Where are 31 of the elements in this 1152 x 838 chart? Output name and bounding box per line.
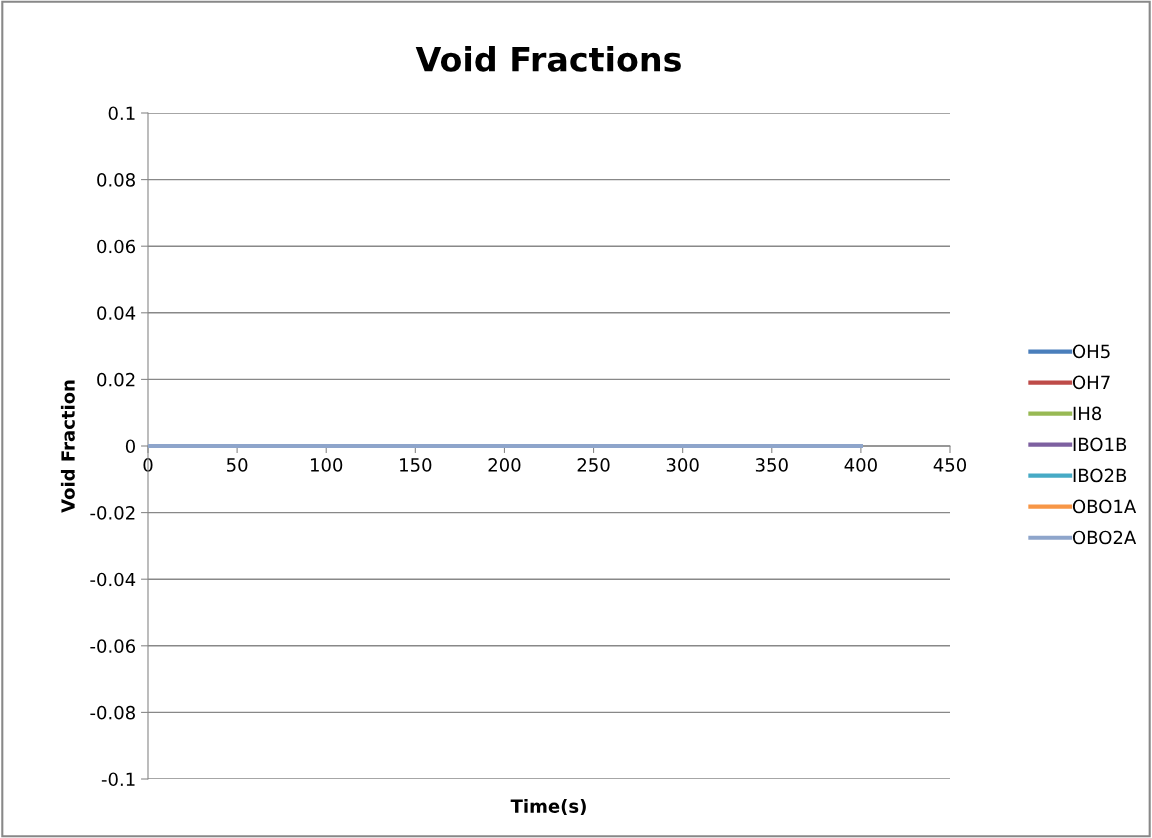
x-tick-label: 250	[577, 458, 610, 472]
y-axis-title: Void Fraction	[60, 380, 75, 513]
x-tick-label: 200	[488, 458, 521, 472]
legend-label: IH8	[1073, 406, 1102, 421]
legend-label: OBO2A	[1072, 530, 1137, 545]
legend-label: OBO1A	[1072, 499, 1137, 514]
y-tick-label: 0	[125, 439, 135, 454]
x-tick-label: 400	[844, 458, 877, 472]
x-tick-label: 100	[310, 458, 343, 472]
x-tick-label: 150	[400, 458, 432, 472]
x-tick-label: 50	[227, 458, 248, 472]
y-tick-label: -0.04	[90, 572, 136, 587]
x-tick-label: 350	[755, 458, 788, 472]
y-tick-label: 0.04	[97, 306, 136, 320]
legend-label: IBO1B	[1073, 437, 1127, 452]
y-tick-label: 0.02	[97, 372, 135, 387]
y-tick-label: -0.02	[90, 506, 135, 520]
y-tick-label: 0.08	[97, 173, 135, 187]
x-tick-label: 0	[143, 458, 153, 472]
chart-title: Void Fractions	[415, 46, 681, 72]
y-tick-label: 0.06	[97, 239, 136, 254]
y-tick-label: -0.08	[90, 705, 135, 720]
x-tick-label: 300	[666, 458, 699, 472]
x-tick-label: 450	[933, 458, 967, 472]
legend-label: IBO2B	[1073, 468, 1127, 483]
legend-label: OH5	[1072, 344, 1110, 359]
legend-label: OH7	[1072, 375, 1110, 390]
y-tick-label: -0.1	[101, 772, 135, 787]
y-tick-label: 0.1	[108, 106, 135, 121]
y-tick-label: -0.06	[90, 639, 136, 653]
x-axis-title: Time(s)	[510, 798, 586, 816]
